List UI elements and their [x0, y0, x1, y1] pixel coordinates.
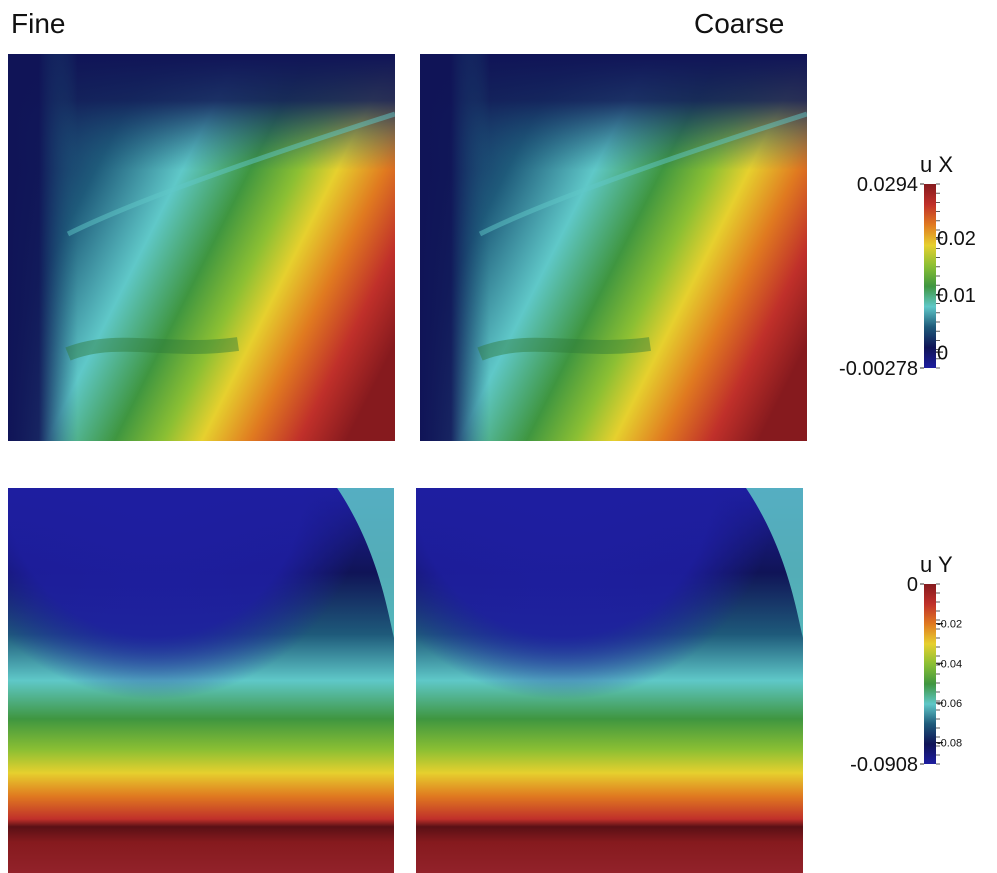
coarse-ux-field [420, 54, 807, 441]
coarse-uy-field [416, 488, 803, 873]
colorbar-uy-max-label: 0 [907, 574, 918, 596]
colorbar-ux-min-label: -0.00278 [839, 358, 918, 380]
column-title-coarse: Coarse [694, 8, 785, 39]
colorbar-ux-title: u X [920, 152, 953, 177]
colorbar-uy-tick-label: -0.04 [937, 658, 962, 670]
colorbar-ux-gradient [924, 184, 936, 368]
colorbar-ux-tick-label: 0.01 [937, 285, 976, 307]
colorbar-ux-max-label: 0.0294 [857, 174, 918, 196]
colorbar-uy-min-label: -0.0908 [850, 754, 918, 776]
colorbar-ux: u X0.0294 -0.00278 0.02 0.01 0 [839, 152, 976, 380]
colorbar-uy-gradient [924, 584, 936, 764]
colorbar-uy-title: u Y [920, 552, 953, 577]
fine-ux-field [8, 54, 395, 441]
colorbar-uy-tick-label: -0.08 [937, 738, 962, 750]
fine-uy-field [8, 488, 394, 873]
colorbar-ux-tick-label: 0 [937, 342, 948, 364]
column-title-fine: Fine [11, 8, 66, 39]
colorbar-uy: u Y0 -0.0908 -0.02 -0.04 -0.06 -0.08 [850, 552, 962, 776]
colorbar-ux-tick-label: 0.02 [937, 228, 976, 250]
colorbar-uy-tick-label: -0.02 [937, 619, 962, 631]
colorbar-uy-tick-label: -0.06 [937, 698, 962, 710]
